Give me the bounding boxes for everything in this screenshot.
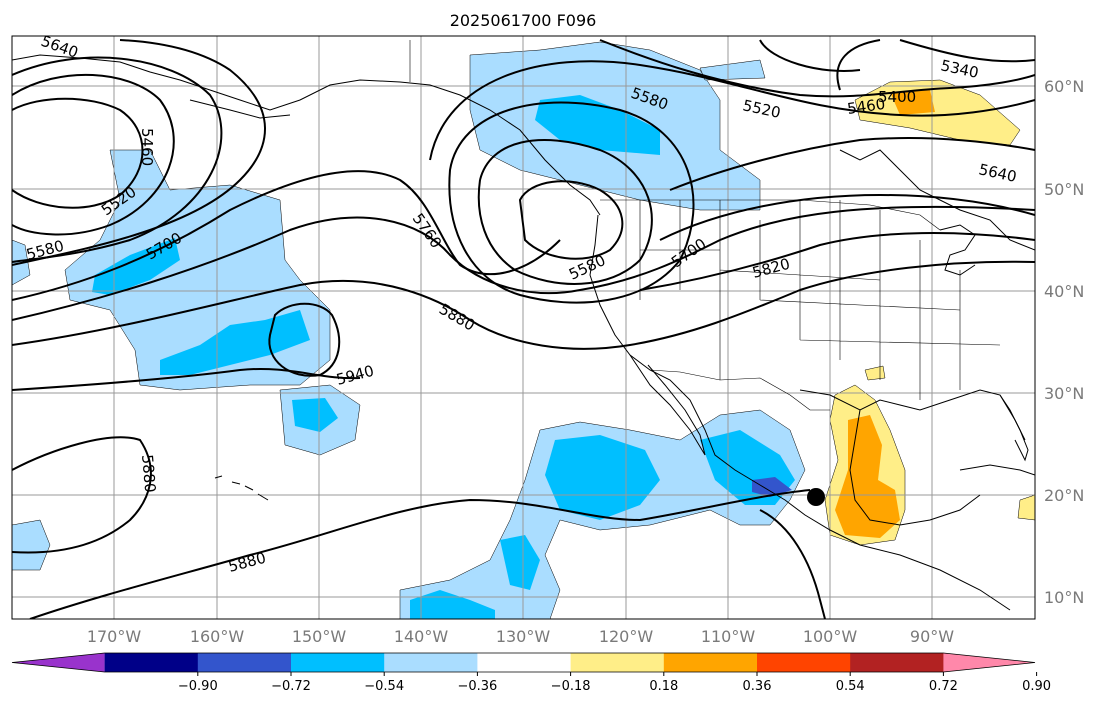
canada-coast [839, 149, 1035, 251]
lon-label-120w: 120°W [599, 627, 654, 646]
map-frame [11, 35, 1036, 620]
negative-core-south-2 [500, 535, 540, 590]
contour-label-5460-n: 5460 [846, 95, 886, 118]
us-west-coast [589, 214, 1011, 611]
contour-low-west-2 [12, 73, 175, 236]
mexico-gulf-coast [849, 409, 981, 526]
colorbar-tick-label: 0.54 [836, 679, 865, 694]
contour-5880-pacific [12, 260, 1035, 350]
colorbar-segment [477, 653, 572, 672]
colorbar-extend-high [943, 653, 1035, 672]
lat-label-60n: 60°N [1044, 77, 1084, 96]
negative-region-southwest-edge [12, 519, 51, 571]
contour-5580-west [12, 39, 266, 266]
colorbar-tick-label: −0.90 [178, 679, 218, 694]
cuba [959, 464, 1035, 476]
lat-label-30n: 30°N [1044, 384, 1084, 403]
contour-label-5400: 5400 [878, 88, 916, 106]
contour-mid-west [12, 205, 1035, 321]
negative-core-eastern-pacific [545, 435, 660, 520]
contour-5940-pacific [268, 302, 341, 377]
coastlines [12, 54, 1035, 611]
contour-5340-north [836, 39, 1035, 91]
contour-5580-alaska [429, 60, 1035, 161]
alaska-coast [12, 54, 601, 216]
contour-5880-southeast [29, 489, 811, 619]
colorbar-segment [757, 653, 851, 672]
storm-marker-dot [807, 488, 825, 506]
negative-core-gulf-alaska [535, 95, 660, 155]
lon-label-140w: 140°W [394, 627, 449, 646]
colorbar-segment [384, 653, 478, 672]
colorbar-tick-label: 0.18 [649, 679, 678, 694]
lon-label-130w: 130°W [496, 627, 551, 646]
contour-low-alaska-1 [518, 180, 624, 260]
contour-5820-north [639, 232, 1035, 291]
colorbar-tick-label: 0.90 [1022, 679, 1051, 694]
contour-label-5460-w: 5460 [138, 128, 156, 166]
contour-low-alaska-3 [448, 101, 695, 304]
colorbar: −0.90 −0.72 −0.54 −0.36 −0.18 0.18 0.36 0.54 0.7… [11, 652, 1051, 694]
florida [999, 394, 1029, 462]
positive-core-canada [890, 90, 935, 115]
colorbar-outline [11, 652, 1036, 673]
negative-strong-mexico-coast [752, 477, 792, 497]
map-title: 2025061700 F096 [450, 11, 597, 30]
positive-region-caribbean [1017, 494, 1035, 521]
lon-label-150w: 150°W [292, 627, 347, 646]
height-contours [12, 39, 1035, 619]
hawaii-islands [214, 475, 269, 501]
contour-5880-south [12, 436, 152, 554]
baja-california [629, 354, 706, 456]
colorbar-tick-label: −0.18 [551, 679, 591, 694]
aleutians [189, 99, 291, 119]
lon-label-160w: 160°W [190, 627, 245, 646]
colorbar-extend-low [12, 653, 105, 672]
negative-core-near-hawaii [292, 398, 338, 432]
colorbar-tick-label: −0.54 [364, 679, 404, 694]
contour-label-5880-sw: 5880 [138, 454, 159, 494]
colorbar-segment [197, 653, 292, 672]
lon-label-100w: 100°W [803, 627, 858, 646]
colorbar-segment [850, 653, 944, 672]
lon-label-170w: 170°W [87, 627, 142, 646]
latitude-labels: 60°N 50°N 40°N 30°N 20°N 10°N [1044, 77, 1084, 607]
colorbar-segment [663, 653, 758, 672]
lat-label-10n: 10°N [1044, 588, 1084, 607]
colorbar-tick-label: 0.72 [929, 679, 958, 694]
lat-label-40n: 40°N [1044, 282, 1084, 301]
colorbar-segment [570, 653, 665, 672]
contour-south-pacific-1 [12, 367, 361, 391]
graticule [12, 36, 1035, 619]
positive-core-gulf-mexico [835, 415, 900, 538]
contour-south-edge [759, 509, 826, 619]
colorbar-segment [291, 653, 385, 672]
colorbar-segment [104, 653, 199, 672]
map-area: 5640 5460 5520 5580 5700 5760 5580 5880 … [12, 36, 1035, 619]
lat-label-50n: 50°N [1044, 180, 1084, 199]
longitude-labels: 170°W 160°W 150°W 140°W 130°W 120°W 110°… [87, 627, 954, 646]
political-borders [409, 40, 1001, 411]
great-lakes [939, 224, 976, 276]
lat-label-20n: 20°N [1044, 486, 1084, 505]
contour-5700-north [659, 193, 1035, 241]
us-mexico-border [649, 369, 830, 411]
contour-low-west-1 [12, 97, 144, 209]
contour-low-alaska-2 [477, 139, 653, 285]
contour-5400-north [759, 39, 861, 72]
lon-label-110w: 110°W [701, 627, 756, 646]
contour-5640-north [669, 137, 1035, 191]
lon-label-90w: 90°W [910, 627, 954, 646]
colorbar-tick-label: 0.36 [743, 679, 772, 694]
contour-5520-north [599, 39, 1035, 98]
contour-low-west-3 [12, 56, 223, 263]
us-canada-border [600, 199, 941, 231]
colorbar-tick-label: −0.72 [271, 679, 311, 694]
colorbar-tick-label: −0.36 [457, 679, 497, 694]
